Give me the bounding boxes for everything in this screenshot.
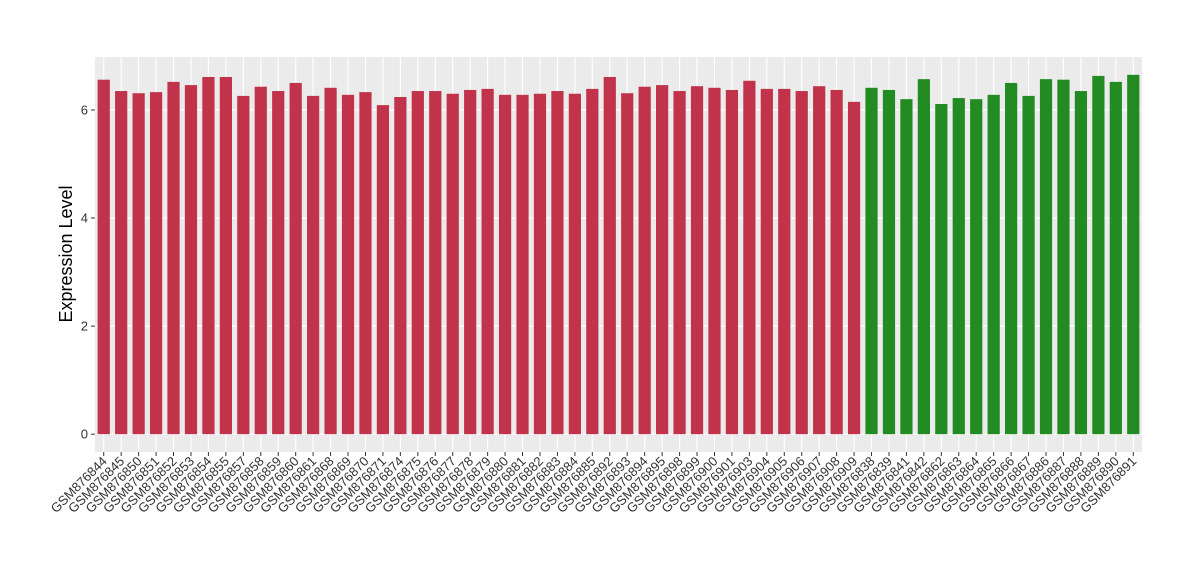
y-tick-label: 0 [81,427,88,442]
bar [533,93,547,435]
bar [847,101,861,435]
bar [952,98,965,435]
bar [394,96,407,435]
bar [376,105,390,435]
bar [813,86,826,435]
bar [1092,75,1105,435]
bar [237,95,250,435]
bar [795,91,808,435]
bar [900,99,913,435]
bar [987,94,1000,435]
bar [202,76,215,435]
bar [1005,82,1018,435]
y-tick-label: 6 [81,102,88,117]
bar [673,91,686,435]
bar [446,93,459,435]
bar [481,88,494,435]
bar [656,85,669,435]
bar [830,89,843,435]
bar [97,79,110,435]
bar [1074,91,1088,435]
bar [1057,79,1070,435]
bar [341,94,355,435]
bar [935,104,948,435]
bar [708,87,721,435]
bar [778,88,791,435]
bar [603,76,616,435]
y-tick-label: 2 [81,319,88,334]
y-axis-title: Expression Level [56,185,76,322]
bar [1039,79,1053,435]
bar [324,87,337,435]
bar [429,91,442,435]
bar [219,76,232,435]
y-tick-label: 4 [81,211,88,226]
bar [621,93,634,435]
bar [516,94,529,435]
bar [638,86,651,435]
bar [184,85,198,435]
bar [760,88,773,435]
bar [411,91,424,435]
bar [743,80,756,435]
bar [586,88,599,435]
bar [272,91,285,435]
bar [568,93,581,435]
bar [690,86,704,435]
bar [917,79,930,435]
bar [307,95,320,435]
bar [1022,95,1035,435]
bar [551,91,564,435]
bar [289,82,302,435]
bar [115,91,128,435]
bar [1127,74,1140,435]
bar [254,86,267,435]
bar [149,92,163,435]
bar [132,93,145,435]
bar [882,89,896,435]
bar [1109,81,1122,435]
bar [167,81,180,435]
bar [359,92,372,435]
bar [498,94,512,435]
bar [970,99,983,435]
bar [725,89,739,435]
bar [865,87,878,435]
bar [464,89,477,435]
plot-panel [95,57,1142,452]
